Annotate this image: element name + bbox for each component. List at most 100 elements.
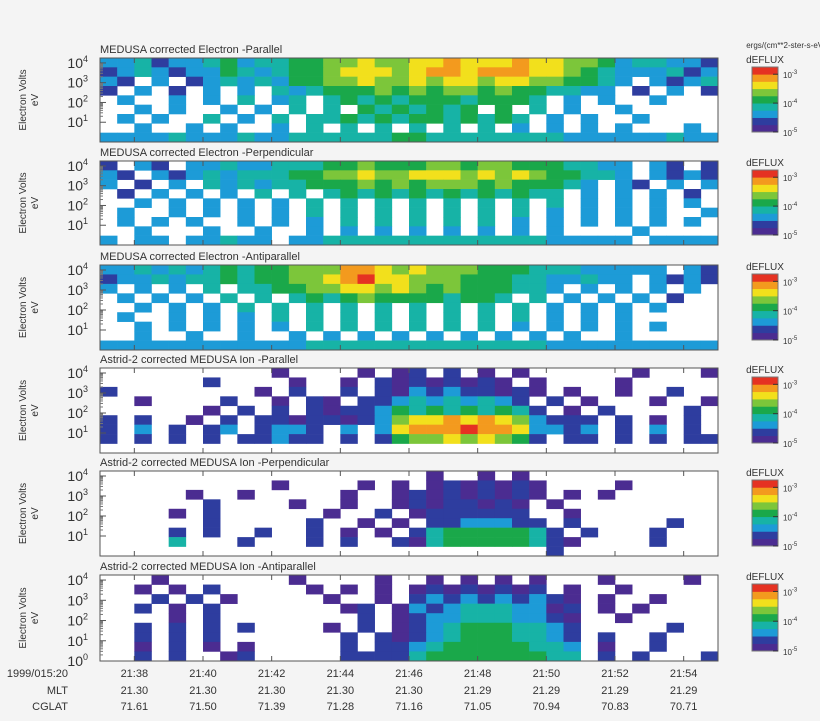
x-row-label-mlt: MLT bbox=[47, 685, 68, 697]
spectrogram-cell bbox=[340, 207, 358, 218]
spectrogram-cell bbox=[100, 386, 118, 397]
panel-title: MEDUSA corrected Electron -Parallel bbox=[100, 44, 282, 56]
x-time-label: 21:38 bbox=[121, 668, 149, 680]
spectrogram-cell bbox=[563, 86, 581, 96]
spectrogram-cell bbox=[546, 613, 564, 624]
spectrogram-cell bbox=[529, 340, 547, 351]
spectrogram-cell bbox=[512, 86, 530, 96]
spectrogram-cell bbox=[494, 58, 513, 68]
spectrogram-cell bbox=[580, 302, 599, 313]
spectrogram-cell bbox=[357, 265, 375, 275]
spectrogram-cell bbox=[632, 603, 650, 614]
y-tick-label: 103 bbox=[67, 74, 88, 91]
spectrogram-cell bbox=[666, 340, 684, 351]
spectrogram-cell bbox=[203, 312, 221, 322]
spectrogram-cell bbox=[340, 632, 358, 643]
spectrogram-cell bbox=[597, 170, 616, 180]
colorbar-segment bbox=[752, 384, 778, 393]
spectrogram-cell bbox=[529, 537, 547, 547]
spectrogram-cell bbox=[151, 274, 169, 285]
spectrogram-cell bbox=[443, 603, 461, 614]
spectrogram-cell bbox=[100, 67, 118, 77]
y-tick-label: 102 bbox=[67, 507, 88, 524]
panel-title: Astrid-2 corrected MEDUSA Ion -Parallel bbox=[100, 354, 298, 366]
spectrogram-cell bbox=[460, 340, 478, 351]
spectrogram-cell bbox=[409, 198, 427, 208]
spectrogram-cell bbox=[597, 76, 616, 87]
spectrogram-cell bbox=[460, 235, 478, 246]
spectrogram-cell bbox=[443, 123, 461, 133]
spectrogram-cell bbox=[100, 283, 118, 294]
spectrogram-cell bbox=[168, 603, 187, 614]
spectrogram-cell bbox=[443, 58, 461, 68]
spectrogram-cell bbox=[306, 527, 324, 538]
spectrogram-cell bbox=[477, 594, 496, 604]
panel-title: MEDUSA corrected Electron -Antiparallel bbox=[100, 251, 300, 263]
spectrogram-cell bbox=[632, 114, 650, 124]
spectrogram-cell bbox=[391, 641, 410, 652]
spectrogram-cell bbox=[391, 114, 410, 124]
spectrogram-cell bbox=[460, 632, 478, 643]
spectrogram-cell bbox=[683, 424, 702, 435]
spectrogram-cell bbox=[237, 207, 255, 218]
spectrogram-cell bbox=[512, 161, 530, 171]
spectrogram-cell bbox=[597, 489, 616, 500]
colorbar-title: dEFLUX bbox=[746, 158, 784, 169]
spectrogram-cell bbox=[546, 198, 564, 208]
spectrogram-cell bbox=[649, 415, 667, 425]
spectrogram-cell bbox=[357, 179, 375, 190]
colorbar-segment bbox=[752, 413, 778, 422]
spectrogram-cell bbox=[477, 368, 496, 378]
y-tick-label: 101 bbox=[67, 321, 88, 338]
spectrogram-cell bbox=[271, 58, 290, 68]
spectrogram-cell bbox=[443, 651, 461, 662]
spectrogram-cell bbox=[288, 293, 307, 304]
spectrogram-cell bbox=[700, 396, 719, 407]
spectrogram-cell bbox=[357, 76, 375, 87]
y-axis-unit: eV bbox=[30, 404, 41, 417]
spectrogram-cell bbox=[391, 58, 410, 68]
spectrogram-cell bbox=[288, 434, 307, 444]
spectrogram-cell bbox=[374, 396, 393, 407]
spectrogram-cell bbox=[254, 283, 272, 294]
spectrogram-cell bbox=[168, 321, 187, 332]
spectrogram-cell bbox=[426, 613, 444, 624]
spectrogram-cell bbox=[203, 434, 221, 444]
spectrogram-cell bbox=[391, 179, 410, 190]
colorbar-segment bbox=[752, 274, 778, 282]
spectrogram-cell bbox=[597, 161, 616, 171]
spectrogram-cell bbox=[220, 189, 238, 199]
spectrogram-cell bbox=[168, 95, 187, 105]
spectrogram-cell bbox=[409, 508, 427, 519]
spectrogram-cell bbox=[512, 217, 530, 227]
spectrogram-cell bbox=[443, 293, 461, 304]
spectrogram-cell bbox=[615, 58, 633, 68]
x-time-label: 21:52 bbox=[601, 668, 629, 680]
spectrogram-cell bbox=[426, 415, 444, 425]
spectrogram-cell bbox=[615, 377, 633, 388]
spectrogram-cell bbox=[477, 132, 496, 143]
spectrogram-cell bbox=[460, 377, 478, 388]
spectrogram-cell bbox=[340, 283, 358, 294]
spectrogram-cell bbox=[100, 434, 118, 444]
spectrogram-cell bbox=[615, 274, 633, 285]
spectrogram-cell bbox=[203, 622, 221, 633]
spectrogram-cell bbox=[203, 198, 221, 208]
spectrogram-cell bbox=[494, 104, 513, 115]
spectrogram-cell bbox=[460, 527, 478, 538]
spectrogram-cell bbox=[632, 651, 650, 662]
spectrogram-cell bbox=[374, 95, 393, 105]
spectrogram-cell bbox=[374, 575, 393, 585]
spectrogram-cell bbox=[203, 641, 221, 652]
spectrogram-cell bbox=[563, 161, 581, 171]
spectrogram-cell bbox=[203, 302, 221, 313]
spectrogram-cell bbox=[340, 415, 358, 425]
spectrogram-cell bbox=[494, 396, 513, 407]
spectrogram-cell bbox=[477, 641, 496, 652]
spectrogram-cell bbox=[580, 235, 599, 246]
spectrogram-cell bbox=[597, 594, 616, 604]
spectrogram-cell bbox=[357, 189, 375, 199]
y-axis-unit: eV bbox=[30, 197, 41, 210]
spectrogram-cell bbox=[254, 226, 272, 236]
spectrogram-cell bbox=[683, 58, 702, 68]
